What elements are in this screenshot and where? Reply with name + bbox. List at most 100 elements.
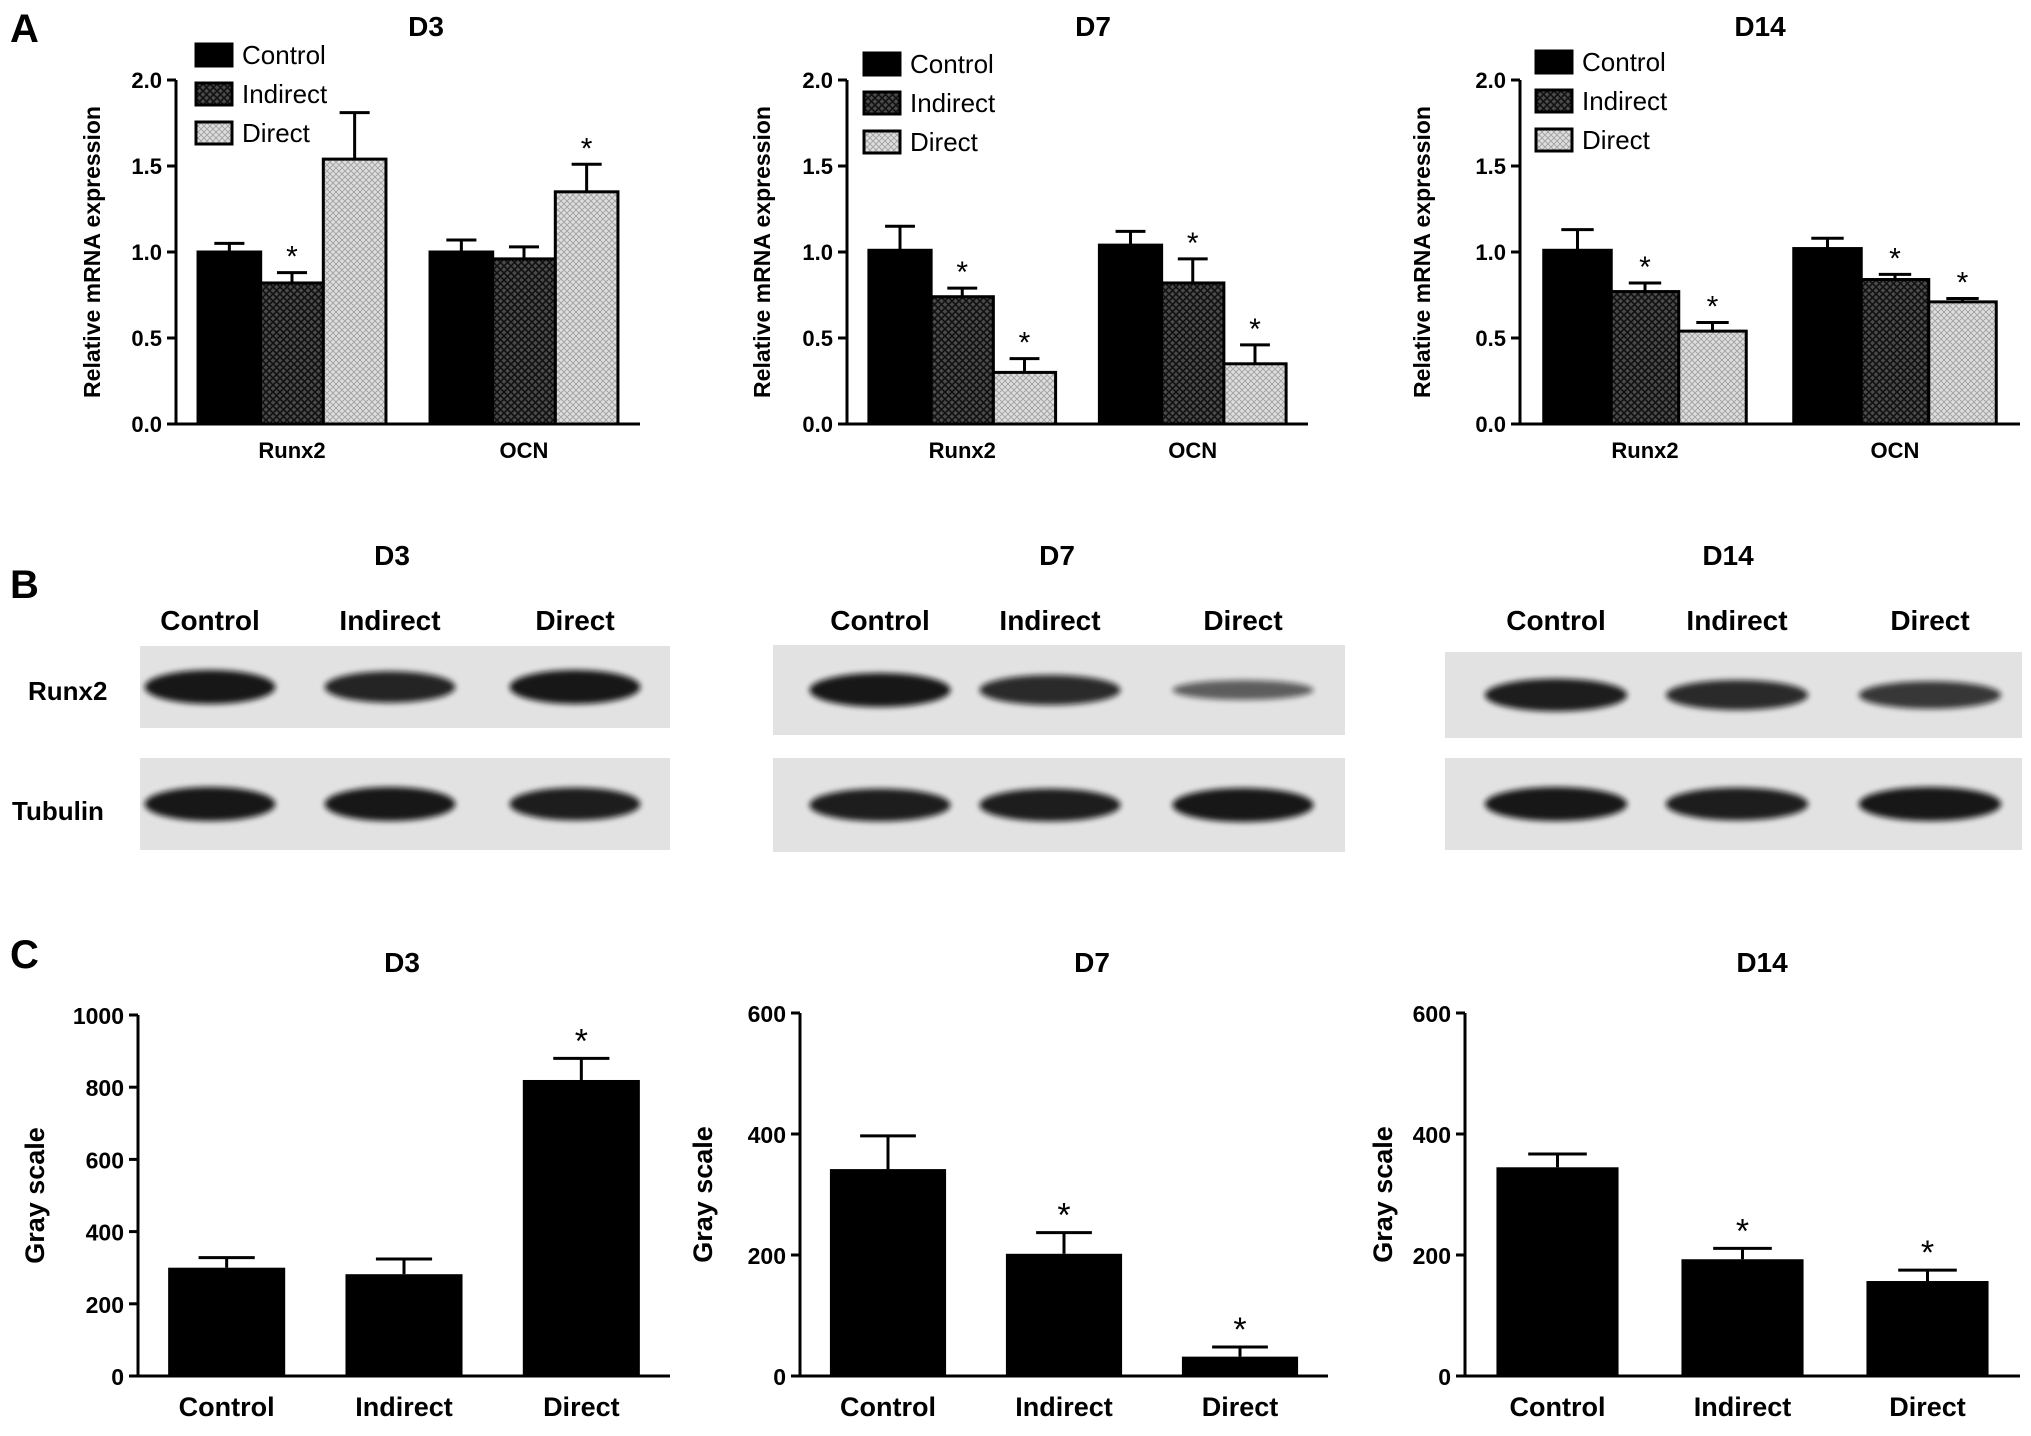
significance-mark: *	[575, 1022, 588, 1060]
bar-indirect	[1005, 1253, 1123, 1376]
bar-direct-runx2	[1677, 329, 1748, 426]
bar-control	[168, 1267, 286, 1376]
y-tick-label: 400	[86, 1220, 124, 1246]
legend-swatch-indirect	[194, 81, 234, 107]
bar-control	[1496, 1167, 1619, 1376]
y-tick-label: 1.0	[131, 240, 162, 265]
blot-band	[144, 787, 276, 821]
y-tick-label: 600	[86, 1147, 124, 1173]
y-tick-label: 1.5	[1475, 154, 1506, 179]
bar-control	[829, 1169, 947, 1376]
blot-band	[1858, 681, 2002, 709]
y-tick-label: 0	[1438, 1364, 1451, 1390]
lane-label-direct: Direct	[535, 605, 614, 636]
mrna-chart-d7: D7 Relative mRNA expression 0.0 0.5 1.0 1.5 2.…	[749, 11, 1308, 463]
y-tick-label: 2.0	[131, 68, 162, 93]
bar-indirect-runx2	[259, 281, 325, 426]
western-blot-panel: Runx2 Tubulin D3 Control Indirect Direct D7 C…	[12, 540, 2022, 852]
x-tick-label-direct: Direct	[1202, 1392, 1279, 1422]
panel-label-b: B	[10, 563, 39, 607]
bar-control-runx2	[1542, 248, 1613, 426]
y-tick-label: 600	[748, 1001, 786, 1027]
blot-band	[1172, 680, 1314, 700]
blot-band	[509, 670, 641, 704]
blot-band	[979, 674, 1121, 706]
blot-band	[144, 670, 276, 704]
panel-label-a: A	[10, 7, 39, 51]
x-tick-label-indirect: Indirect	[1015, 1392, 1113, 1422]
legend-swatch-control	[194, 42, 234, 68]
legend-label-indirect: Indirect	[910, 88, 996, 118]
mrna-chart-d3: D3 Relative mRNA expression 0.0 0.5 1.0 1.5 2.…	[79, 11, 640, 463]
legend-swatch-direct	[862, 129, 902, 155]
legend-swatch-control	[1534, 49, 1574, 75]
blot-band	[809, 673, 951, 707]
legend-swatch-indirect	[862, 90, 902, 116]
blot-title-d7: D7	[1039, 540, 1075, 571]
blot-band	[324, 671, 456, 703]
significance-mark: *	[286, 241, 298, 274]
legend-label-direct: Direct	[1582, 125, 1651, 155]
y-tick-label: 1.0	[1475, 240, 1506, 265]
legend-label-direct: Direct	[910, 127, 979, 157]
x-tick-label-runx2: Runx2	[258, 438, 325, 463]
lane-label-indirect: Indirect	[999, 605, 1100, 636]
blot-band	[1172, 788, 1314, 822]
y-tick-label: 1.5	[131, 154, 162, 179]
significance-mark: *	[1921, 1234, 1934, 1272]
grayscale-chart-d7: D7 Gray scale 0 200 400 600 Control * Indirect * D…	[688, 947, 1328, 1422]
y-tick-label: 0.5	[1475, 326, 1506, 351]
bar-control-runx2	[867, 248, 933, 426]
bar-direct-ocn	[1927, 300, 1998, 426]
bar-direct-ocn	[553, 190, 620, 426]
significance-mark: *	[1233, 1311, 1246, 1349]
y-tick-label: 1000	[73, 1003, 124, 1029]
significance-mark: *	[1057, 1197, 1070, 1235]
chart-title: D3	[384, 947, 420, 978]
lane-label-control: Control	[1506, 605, 1606, 636]
lane-label-direct: Direct	[1203, 605, 1282, 636]
significance-mark: *	[1639, 251, 1651, 284]
significance-mark: *	[1736, 1212, 1749, 1250]
grayscale-chart-d3: D3 Gray scale 0 200 400 600 800 1000 Control Indi…	[20, 947, 670, 1422]
y-tick-label: 0.5	[131, 326, 162, 351]
y-tick-label: 400	[748, 1122, 786, 1148]
chart-title: D14	[1734, 11, 1786, 42]
bar-control-ocn	[1097, 243, 1164, 426]
y-tick-label: 1.0	[802, 240, 833, 265]
bar-control-ocn	[428, 250, 495, 426]
legend-label-control: Control	[910, 49, 994, 79]
y-tick-label: 400	[1413, 1122, 1451, 1148]
lane-label-indirect: Indirect	[1686, 605, 1787, 636]
x-tick-label-control: Control	[179, 1392, 275, 1422]
bar-indirect-runx2	[1609, 290, 1681, 426]
y-tick-label: 200	[86, 1292, 124, 1318]
y-axis-label: Gray scale	[688, 1126, 718, 1263]
y-tick-label: 600	[1413, 1001, 1451, 1027]
y-tick-label: 0.5	[802, 326, 833, 351]
y-tick-label: 0.0	[1475, 412, 1506, 437]
significance-mark: *	[1957, 266, 1969, 299]
bar-direct	[522, 1079, 640, 1376]
blot-band	[1858, 787, 2002, 821]
y-tick-label: 2.0	[1475, 68, 1506, 93]
blot-title-d14: D14	[1702, 540, 1754, 571]
y-tick-label: 800	[86, 1075, 124, 1101]
significance-mark: *	[581, 132, 593, 165]
x-tick-label-indirect: Indirect	[1694, 1392, 1792, 1422]
y-tick-label: 0	[773, 1364, 786, 1390]
x-tick-label-direct: Direct	[1889, 1392, 1966, 1422]
bar-indirect	[1681, 1259, 1804, 1376]
chart-title: D7	[1075, 11, 1111, 42]
significance-mark: *	[1019, 327, 1031, 360]
blot-band	[979, 788, 1121, 822]
legend-swatch-direct	[1534, 127, 1574, 153]
bar-direct-runx2	[991, 370, 1058, 426]
blot-band	[1484, 787, 1628, 821]
y-axis-label: Relative mRNA expression	[749, 106, 775, 398]
x-tick-label-direct: Direct	[543, 1392, 620, 1422]
y-tick-label: 0.0	[802, 412, 833, 437]
significance-mark: *	[1187, 227, 1199, 260]
legend-label-indirect: Indirect	[242, 79, 328, 109]
bar-indirect-ocn	[491, 257, 557, 426]
